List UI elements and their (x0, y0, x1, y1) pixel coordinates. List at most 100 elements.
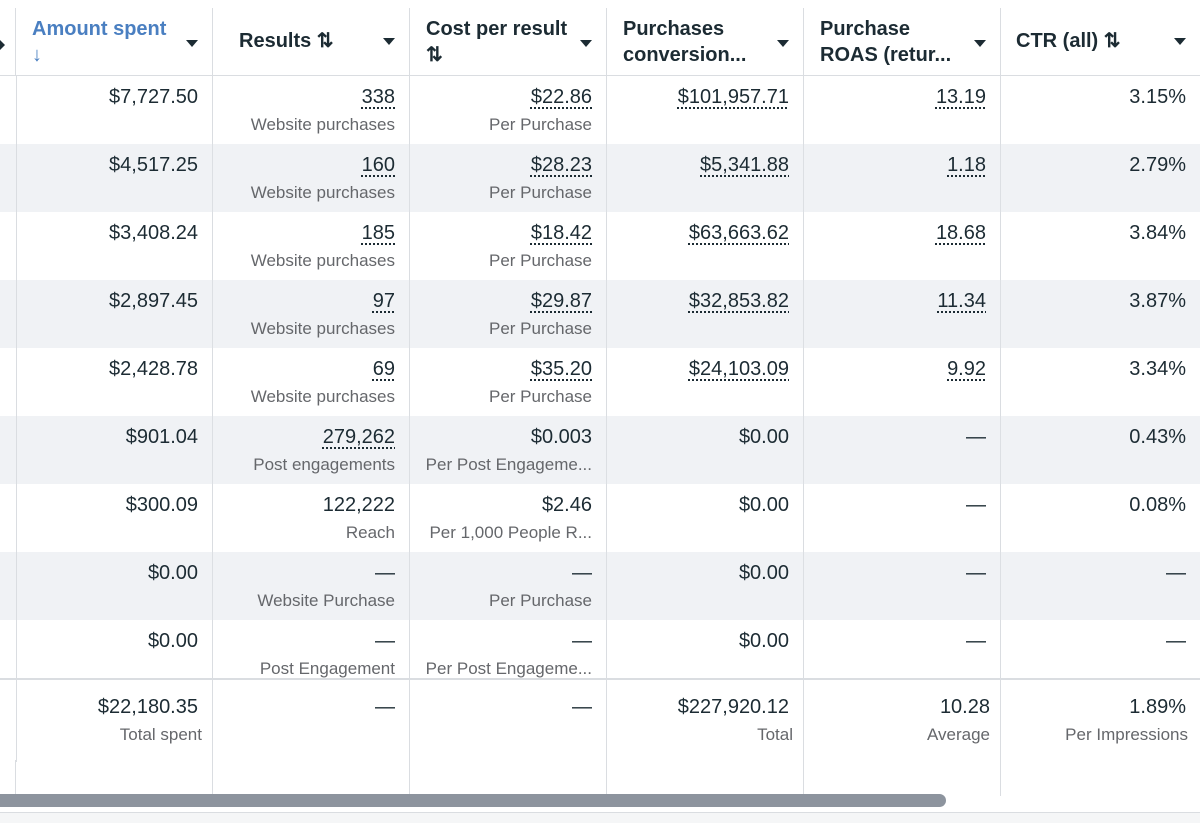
purchases-conversion-value: $0.00 (738, 630, 789, 652)
cost-per-result-value: — (572, 630, 592, 652)
per-impressions-label: Per Impressions (1065, 725, 1188, 744)
amount-spent-value: $901.04 (125, 426, 198, 448)
amount-spent-value: $2,897.45 (109, 290, 198, 312)
table-row[interactable]: $2,428.78 69 Website purchases $35.20 Per … (0, 348, 1200, 416)
results-type: Website purchases (250, 183, 395, 202)
ctr-value: 0.43% (1129, 426, 1186, 448)
results-type: Website purchases (250, 319, 395, 338)
header-label: Amount spent (32, 18, 167, 40)
column-header-purchase-roas[interactable]: Purchase ROAS (retur... (804, 8, 1001, 76)
amount-spent-value: $7,727.50 (109, 86, 198, 108)
column-header-results[interactable]: Results ⇅ (213, 8, 410, 76)
cost-per-result-value[interactable]: $22.86 (530, 86, 592, 108)
column-menu-chevron-icon[interactable] (974, 40, 986, 47)
cost-per-result-value[interactable]: $28.23 (530, 154, 592, 176)
total-cost-per-result: — (572, 696, 592, 718)
header-label: Purchases (623, 18, 725, 40)
purchase-roas-value: — (966, 494, 986, 516)
table-row[interactable]: $0.00 — Post Engagement — Per Post Engagem… (0, 620, 1200, 688)
results-value[interactable]: 279,262 (322, 426, 395, 448)
purchases-conversion-value[interactable]: $101,957.71 (677, 86, 789, 108)
column-menu-chevron-icon[interactable] (383, 38, 395, 45)
cost-per-result-type: Per Purchase (489, 591, 592, 610)
amount-spent-value: $0.00 (147, 562, 198, 584)
total-label: Total (757, 725, 793, 744)
purchases-conversion-value[interactable]: $24,103.09 (688, 358, 789, 380)
cost-per-result-type: Per Purchase (489, 319, 592, 338)
cost-per-result-type: Per 1,000 People R... (429, 523, 592, 542)
table-row[interactable]: $4,517.25 160 Website purchases $28.23 Per… (0, 144, 1200, 212)
total-results: — (375, 696, 395, 718)
header-label: Results ⇅ (239, 30, 334, 52)
purchases-conversion-value[interactable]: $32,853.82 (688, 290, 789, 312)
cost-per-result-type: Per Purchase (489, 183, 592, 202)
results-value: — (375, 630, 395, 652)
column-header-amount-spent[interactable]: Amount spent ↓ (16, 8, 213, 76)
header-label: CTR (all) ⇅ (1016, 30, 1121, 52)
purchase-roas-value[interactable]: 18.68 (935, 222, 986, 244)
caret-right-icon (0, 40, 5, 50)
sort-down-arrow-icon: ↓ (32, 44, 42, 66)
cost-per-result-type: Per Purchase (489, 387, 592, 406)
table-row[interactable]: $7,727.50 338 Website purchases $22.86 Per… (0, 76, 1200, 144)
header-prev-column-edge[interactable] (0, 8, 16, 76)
purchase-roas-value: — (966, 426, 986, 448)
column-menu-chevron-icon[interactable] (186, 40, 198, 47)
results-value: 122,222 (322, 494, 395, 516)
cost-per-result-value[interactable]: $35.20 (530, 358, 592, 380)
total-ctr: 1.89% (1129, 696, 1186, 718)
purchase-roas-value[interactable]: 11.34 (937, 290, 986, 312)
table-row[interactable]: $2,897.45 97 Website purchases $29.87 Per … (0, 280, 1200, 348)
column-menu-chevron-icon[interactable] (1174, 38, 1186, 45)
purchases-conversion-value: $0.00 (738, 426, 789, 448)
purchases-conversion-value: $0.00 (738, 494, 789, 516)
total-spent-label: Total spent (119, 725, 202, 744)
purchase-roas-value[interactable]: 9.92 (947, 358, 986, 380)
results-value[interactable]: 185 (361, 222, 395, 244)
column-header-purchases-conversion[interactable]: Purchases conversion... (607, 8, 804, 76)
purchases-conversion-value[interactable]: $63,663.62 (688, 222, 789, 244)
purchase-roas-value[interactable]: 1.18 (947, 154, 986, 176)
purchases-conversion-value: $0.00 (738, 562, 789, 584)
purchase-roas-value[interactable]: 13.19 (935, 86, 986, 108)
sort-toggle-icon: ⇅ (426, 44, 443, 66)
ctr-value: — (1166, 562, 1186, 584)
amount-spent-value: $2,428.78 (109, 358, 198, 380)
results-value[interactable]: 160 (361, 154, 395, 176)
amount-spent-value: $4,517.25 (109, 154, 198, 176)
cost-per-result-value: $0.003 (530, 426, 592, 448)
cost-per-result-value[interactable]: $18.42 (530, 222, 592, 244)
results-type: Post engagements (253, 455, 395, 474)
results-value[interactable]: 338 (361, 86, 395, 108)
cost-per-result-value: — (572, 562, 592, 584)
summary-row: $22,180.35 Total spent — — $227,920.12 Tot… (0, 678, 1200, 762)
horizontal-scrollbar-thumb[interactable] (0, 794, 946, 807)
amount-spent-value: $300.09 (125, 494, 198, 516)
column-menu-chevron-icon[interactable] (777, 40, 789, 47)
average-roas: 10.28 (939, 696, 990, 718)
results-type: Website purchases (250, 387, 395, 406)
table-row[interactable]: $0.00 — Website Purchase — Per Purchase $0… (0, 552, 1200, 620)
total-amount-spent: $22,180.35 (97, 696, 198, 718)
results-value[interactable]: 97 (372, 290, 395, 312)
cost-per-result-type: Per Post Engageme... (425, 659, 592, 678)
column-header-cost-per-result[interactable]: Cost per result ⇅ (410, 8, 607, 76)
header-label: Cost per result (426, 18, 568, 40)
purchases-conversion-value[interactable]: $5,341.88 (700, 154, 789, 176)
amount-spent-value: $0.00 (147, 630, 198, 652)
column-header-ctr[interactable]: CTR (all) ⇅ (1001, 8, 1200, 76)
table-row[interactable]: $300.09 122,222 Reach $2.46 Per 1,000 Peop… (0, 484, 1200, 552)
table-row[interactable]: $901.04 279,262 Post engagements $0.003 Pe… (0, 416, 1200, 484)
cost-per-result-type: Per Purchase (489, 251, 592, 270)
ctr-value: 3.84% (1129, 222, 1186, 244)
results-type: Reach (345, 523, 395, 542)
cost-per-result-value[interactable]: $29.87 (530, 290, 592, 312)
results-value[interactable]: 69 (372, 358, 395, 380)
results-type: Website purchases (250, 251, 395, 270)
average-label: Average (926, 725, 990, 744)
purchase-roas-value: — (966, 562, 986, 584)
column-menu-chevron-icon[interactable] (580, 40, 592, 47)
table-row[interactable]: $3,408.24 185 Website purchases $18.42 Per… (0, 212, 1200, 280)
amount-spent-value: $3,408.24 (109, 222, 198, 244)
results-value: — (375, 562, 395, 584)
